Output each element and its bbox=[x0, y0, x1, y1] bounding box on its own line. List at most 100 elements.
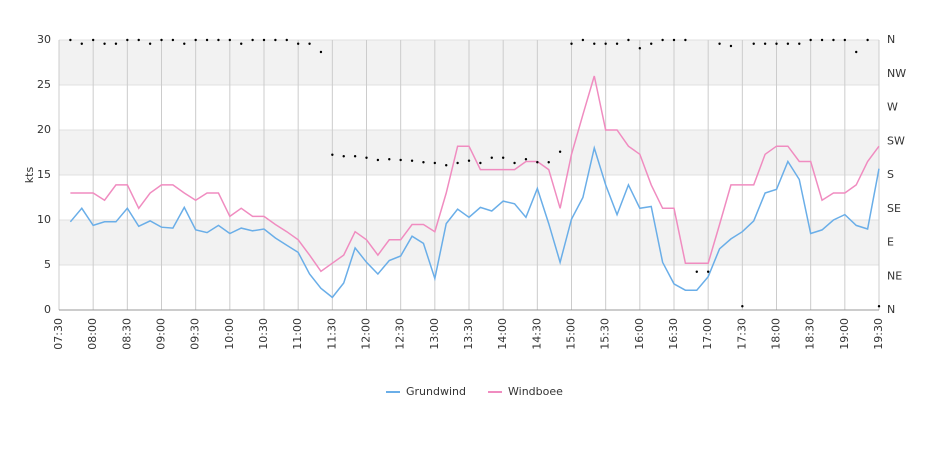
direction-dot bbox=[91, 38, 95, 42]
direction-dot bbox=[604, 42, 607, 45]
direction-dot bbox=[479, 161, 482, 165]
direction-dot bbox=[695, 270, 698, 273]
y-tick-label: 20 bbox=[37, 123, 51, 136]
direction-dot bbox=[160, 38, 163, 42]
direction-dot bbox=[80, 42, 83, 45]
direction-dot bbox=[217, 38, 220, 42]
direction-dot bbox=[194, 38, 197, 42]
direction-dot bbox=[445, 164, 448, 167]
x-tick-label: 12:30 bbox=[394, 318, 407, 350]
direction-dot bbox=[513, 161, 516, 165]
y-tick-label: 25 bbox=[37, 78, 51, 91]
direction-dot bbox=[718, 42, 721, 45]
x-tick-label: 13:30 bbox=[462, 318, 475, 350]
x-tick-label: 13:00 bbox=[428, 318, 441, 350]
y2-tick-label: SW bbox=[887, 134, 905, 147]
y2-tick-label: SE bbox=[887, 202, 901, 215]
direction-dot bbox=[148, 42, 152, 45]
direction-dot bbox=[661, 38, 664, 42]
direction-dot bbox=[388, 158, 391, 161]
x-tick-label: 16:00 bbox=[633, 318, 646, 350]
direction-dot bbox=[627, 38, 630, 42]
direction-dot bbox=[581, 38, 585, 42]
x-tick-label: 14:00 bbox=[496, 318, 509, 350]
direction-dot bbox=[205, 38, 209, 42]
y-tick-label: 5 bbox=[44, 258, 51, 271]
y2-tick-label: W bbox=[887, 101, 898, 114]
x-tick-label: 15:00 bbox=[565, 318, 578, 350]
direction-dot bbox=[228, 38, 232, 42]
x-tick-label: 19:00 bbox=[838, 318, 851, 350]
x-tick-label: 09:00 bbox=[155, 318, 168, 350]
x-tick-label: 08:00 bbox=[86, 318, 99, 350]
y2-tick-label: N bbox=[887, 33, 895, 46]
direction-dot bbox=[319, 50, 323, 54]
direction-dot bbox=[365, 156, 368, 159]
x-tick-label: 10:00 bbox=[223, 318, 236, 350]
x-tick-label: 18:00 bbox=[770, 318, 783, 350]
direction-dot bbox=[262, 38, 266, 42]
y2-tick-label: NE bbox=[887, 269, 902, 282]
direction-dot bbox=[342, 155, 345, 158]
direction-dot bbox=[593, 42, 596, 45]
direction-dot bbox=[376, 158, 380, 162]
y2-tick-label: NW bbox=[887, 67, 906, 80]
y-tick-label: 0 bbox=[44, 303, 51, 316]
y2-tick-label: S bbox=[887, 168, 894, 181]
direction-dot bbox=[137, 38, 140, 42]
direction-dot bbox=[650, 42, 653, 45]
direction-dot bbox=[866, 38, 869, 42]
direction-dot bbox=[820, 38, 824, 42]
direction-dot bbox=[490, 156, 493, 159]
direction-dot bbox=[240, 42, 243, 45]
direction-dot bbox=[763, 42, 767, 45]
direction-dot bbox=[706, 270, 710, 273]
direction-dot bbox=[536, 161, 539, 164]
direction-dot bbox=[570, 42, 573, 45]
direction-dot bbox=[877, 305, 881, 308]
direction-dot bbox=[69, 38, 72, 42]
x-tick-label: 09:30 bbox=[189, 318, 202, 350]
direction-dot bbox=[809, 38, 812, 42]
x-tick-label: 19:30 bbox=[872, 318, 885, 350]
direction-dot bbox=[171, 38, 175, 42]
y-tick-label: 30 bbox=[37, 33, 51, 46]
direction-dot bbox=[433, 161, 437, 165]
direction-dot bbox=[752, 42, 755, 45]
x-tick-label: 11:30 bbox=[325, 318, 338, 350]
direction-dot bbox=[615, 42, 619, 45]
direction-dot bbox=[410, 159, 414, 162]
direction-dot bbox=[524, 158, 528, 161]
direction-dot bbox=[798, 42, 801, 45]
direction-dot bbox=[855, 50, 858, 54]
y2-tick-label: N bbox=[887, 303, 895, 316]
legend-label: Grundwind bbox=[406, 385, 466, 398]
direction-dot bbox=[832, 38, 835, 42]
x-tick-label: 18:30 bbox=[804, 318, 817, 350]
direction-dot bbox=[126, 38, 129, 42]
x-tick-label: 14:30 bbox=[530, 318, 543, 350]
direction-dot bbox=[251, 38, 254, 42]
direction-dot bbox=[638, 47, 642, 50]
series-line bbox=[70, 75, 880, 273]
direction-dot bbox=[114, 42, 118, 45]
direction-dot bbox=[103, 42, 106, 45]
direction-dot bbox=[729, 44, 733, 48]
direction-dot bbox=[353, 155, 357, 158]
direction-dot bbox=[285, 38, 288, 42]
x-tick-label: 08:30 bbox=[120, 318, 133, 350]
x-tick-label: 10:30 bbox=[257, 318, 270, 350]
direction-dot bbox=[843, 38, 847, 42]
x-tick-label: 17:00 bbox=[701, 318, 714, 350]
direction-dot bbox=[422, 161, 425, 164]
direction-dot bbox=[456, 161, 459, 165]
direction-dot bbox=[331, 153, 334, 156]
direction-dot bbox=[399, 158, 402, 162]
direction-dot bbox=[558, 150, 562, 153]
x-tick-label: 07:30 bbox=[52, 318, 65, 350]
direction-dot bbox=[684, 38, 687, 42]
y2-tick-label: E bbox=[887, 236, 894, 249]
legend-label: Windboee bbox=[508, 385, 563, 398]
direction-dot bbox=[274, 38, 277, 42]
